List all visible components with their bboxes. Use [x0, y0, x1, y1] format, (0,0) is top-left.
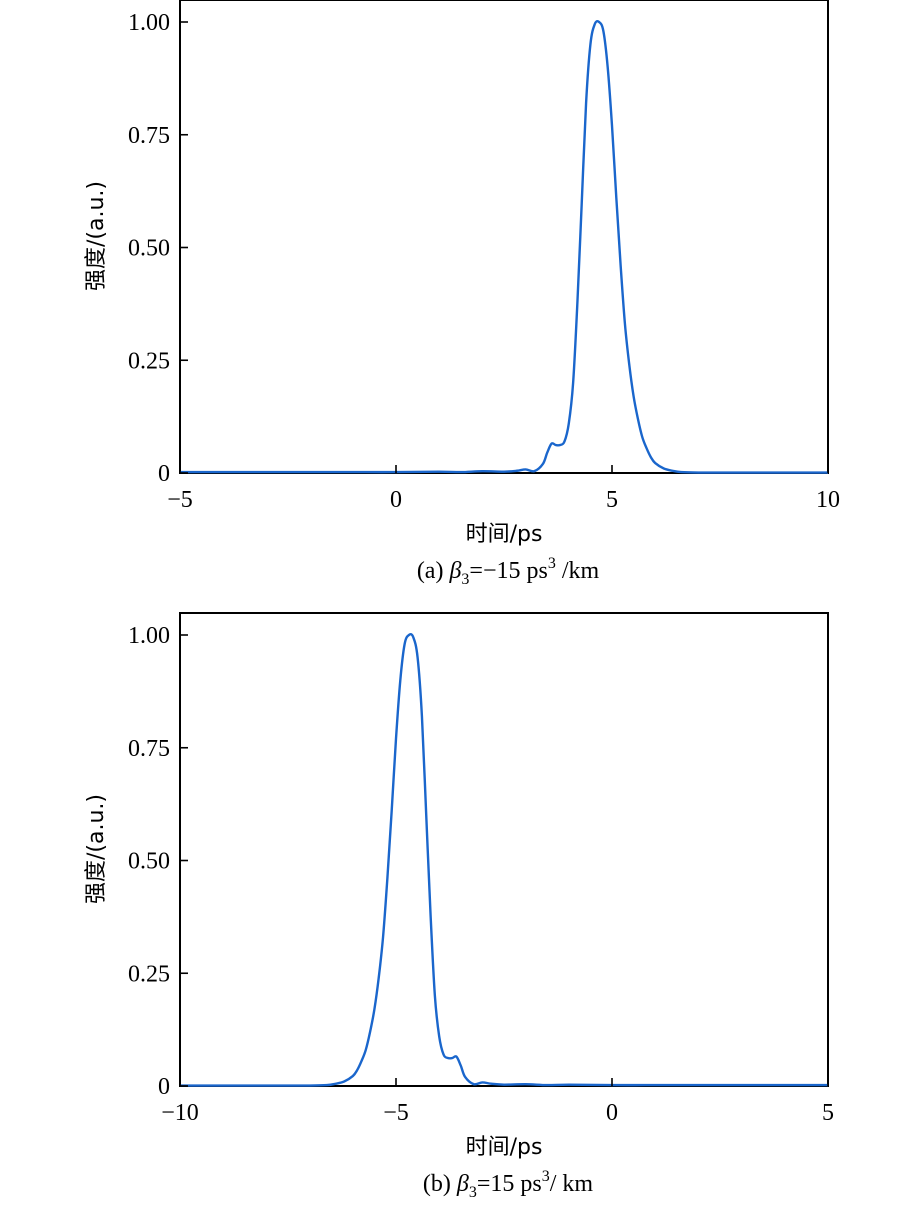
y-tick-label-a: 1.00: [128, 10, 170, 36]
x-tick-label-a: 5: [606, 487, 618, 513]
caption-a-prefix: (a): [417, 558, 450, 584]
caption-a-sub: 3: [461, 571, 469, 588]
ylabel-b: 强度/(a.u.): [84, 794, 109, 904]
ticks-b: −10 −5 0 5 0 0.25 0.50 0.75 1.00: [128, 623, 834, 1126]
x-tick-label-b: 0: [606, 1100, 618, 1126]
caption-a-suffix: /km: [556, 558, 600, 584]
x-tick-label-b: −10: [161, 1100, 199, 1126]
y-tick-label-a: 0.50: [128, 236, 170, 262]
caption-a: (a) β3=−15 ps3 /km: [417, 555, 600, 588]
ylabel-a: 强度/(a.u.): [84, 181, 109, 291]
x-tick-label-a: 0: [390, 487, 402, 513]
caption-b-sub: 3: [469, 1184, 477, 1201]
y-tick-label-b: 0.50: [128, 849, 170, 875]
series-line-a-0: [180, 20, 828, 474]
caption-a-value: =−15 ps: [469, 558, 547, 584]
plot-frame-b: [179, 612, 829, 1087]
xlabel-a: 时间/ps: [466, 522, 543, 547]
y-tick-label-b: 0.75: [128, 736, 170, 762]
caption-a-sup: 3: [548, 555, 556, 572]
panel-b: −10 −5 0 5 0 0.25 0.50 0.75 1.00 强度/(a.u.) 时间/ps…: [84, 612, 834, 1201]
caption-b-beta: β: [456, 1171, 469, 1197]
caption-b-prefix: (b): [423, 1171, 457, 1197]
caption-a-beta: β: [448, 558, 461, 584]
y-tick-label-b: 0: [158, 1074, 170, 1100]
y-tick-label-a: 0.25: [128, 348, 170, 374]
y-tick-label-b: 0.25: [128, 961, 170, 987]
x-tick-label-b: −5: [383, 1100, 409, 1126]
curve-b-group: [179, 633, 828, 1087]
caption-b-suffix: / km: [550, 1171, 594, 1197]
y-tick-label-a: 0: [158, 461, 170, 487]
x-tick-label-a: −5: [167, 487, 193, 513]
y-tick-label-a: 0.75: [128, 123, 170, 149]
xlabel-b: 时间/ps: [466, 1135, 543, 1160]
curve-a-group: [180, 20, 828, 474]
plot-frame-a: [179, 0, 829, 474]
caption-b: (b) β3=15 ps3/ km: [423, 1168, 593, 1201]
caption-b-value: =15 ps: [477, 1171, 542, 1197]
y-tick-label-b: 1.00: [128, 623, 170, 649]
x-tick-label-a: 10: [816, 487, 840, 513]
series-line-b-0: [179, 633, 828, 1087]
x-tick-label-b: 5: [822, 1100, 834, 1126]
caption-b-sup: 3: [542, 1168, 550, 1185]
